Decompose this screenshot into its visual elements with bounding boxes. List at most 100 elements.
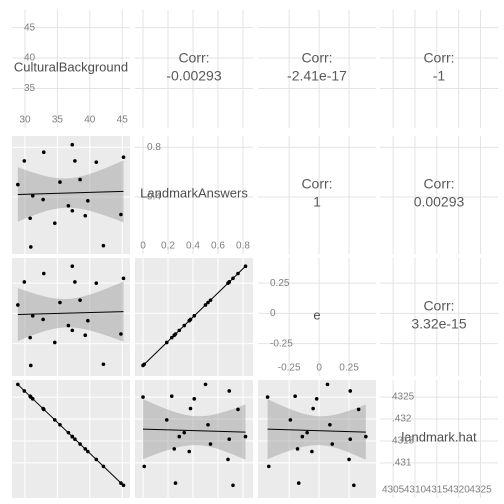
point [328,422,332,427]
point [66,323,71,328]
point [300,434,305,439]
point [208,442,213,446]
point [348,389,353,393]
point [22,159,27,163]
point [30,194,35,198]
point [119,481,123,485]
panel: CulturalBackground [12,10,130,128]
point [325,382,330,387]
point [314,397,319,401]
point [187,318,192,323]
panel-background [380,258,498,376]
point [169,394,174,399]
point [227,437,232,442]
panel [380,10,498,128]
point [66,203,71,208]
panel [12,258,130,376]
variable-name: CulturalBackground [14,59,128,74]
point [41,150,46,154]
point [29,363,33,368]
x-tick-label: 0.2 [161,241,175,252]
point [22,280,27,284]
fit-line [17,190,124,195]
y-tick-label: 0.25 [270,278,290,289]
point [101,464,106,469]
point [58,422,62,427]
corr-label: Corr: [423,176,454,192]
point [101,362,106,367]
x-tick-label: 4325 [469,485,492,496]
panel [12,136,130,254]
point [94,281,99,285]
panel-background [258,258,376,376]
point [101,243,106,248]
x-tick-label: 4310 [404,485,427,496]
point [172,447,177,451]
point [121,155,126,159]
point [29,395,33,399]
point [356,407,361,412]
confidence-band [143,399,246,460]
point [70,328,75,333]
y-tick-label: 0.8 [147,142,161,153]
x-tick-label: 0.25 [339,363,359,374]
point [188,406,193,411]
point [83,447,88,451]
point [173,332,178,336]
point [83,333,88,338]
x-tick-label: 45 [117,115,129,126]
point [28,335,32,340]
panel-background [135,136,253,254]
x-tick-label: 0.8 [236,241,250,252]
point [58,180,62,184]
point [187,449,192,454]
point [226,457,230,462]
panel-background [380,380,498,498]
point [121,483,126,488]
point [226,281,230,285]
point [70,434,75,439]
panel-background [380,10,498,128]
point [30,314,35,318]
panel [380,136,498,254]
panel-background [258,10,376,128]
point [70,208,75,213]
point [16,182,20,187]
point [78,298,82,302]
x-tick-label: 30 [19,115,31,126]
point [206,422,210,427]
point [141,363,145,368]
variable-name: e [313,307,320,322]
point [73,159,77,163]
fit-line [142,428,246,433]
panel: LandmarkAnswers [135,136,253,254]
point [66,430,71,435]
point [236,271,240,276]
point [177,328,182,333]
point [311,406,315,411]
point [352,483,356,488]
x-tick-label: 35 [52,115,64,126]
point [83,213,88,218]
corr-value: 1 [313,194,321,210]
fit-line [17,384,124,486]
point [41,197,45,202]
point [121,276,126,281]
panel [380,258,498,376]
point [169,335,174,340]
point [243,434,248,439]
point [231,276,235,281]
point [236,407,240,412]
point [70,142,75,147]
panel [258,136,376,254]
confidence-band [267,399,366,460]
point [364,434,368,439]
point [231,483,235,488]
x-tick-label: 4315 [426,485,449,496]
point [41,406,45,411]
point [52,221,57,226]
corr-label: Corr: [423,298,454,314]
x-tick-label: 0 [140,241,146,252]
fit-line [17,311,124,316]
panel [135,380,253,498]
